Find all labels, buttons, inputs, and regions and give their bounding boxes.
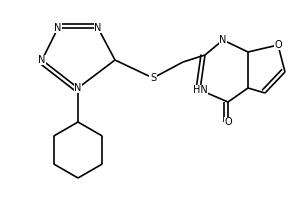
Text: N: N [54,23,62,33]
Text: N: N [74,83,82,93]
Text: N: N [219,35,227,45]
Text: O: O [224,117,232,127]
Text: S: S [150,73,156,83]
Text: N: N [38,55,46,65]
Text: O: O [274,40,282,50]
Text: N: N [94,23,102,33]
Text: HN: HN [193,85,207,95]
